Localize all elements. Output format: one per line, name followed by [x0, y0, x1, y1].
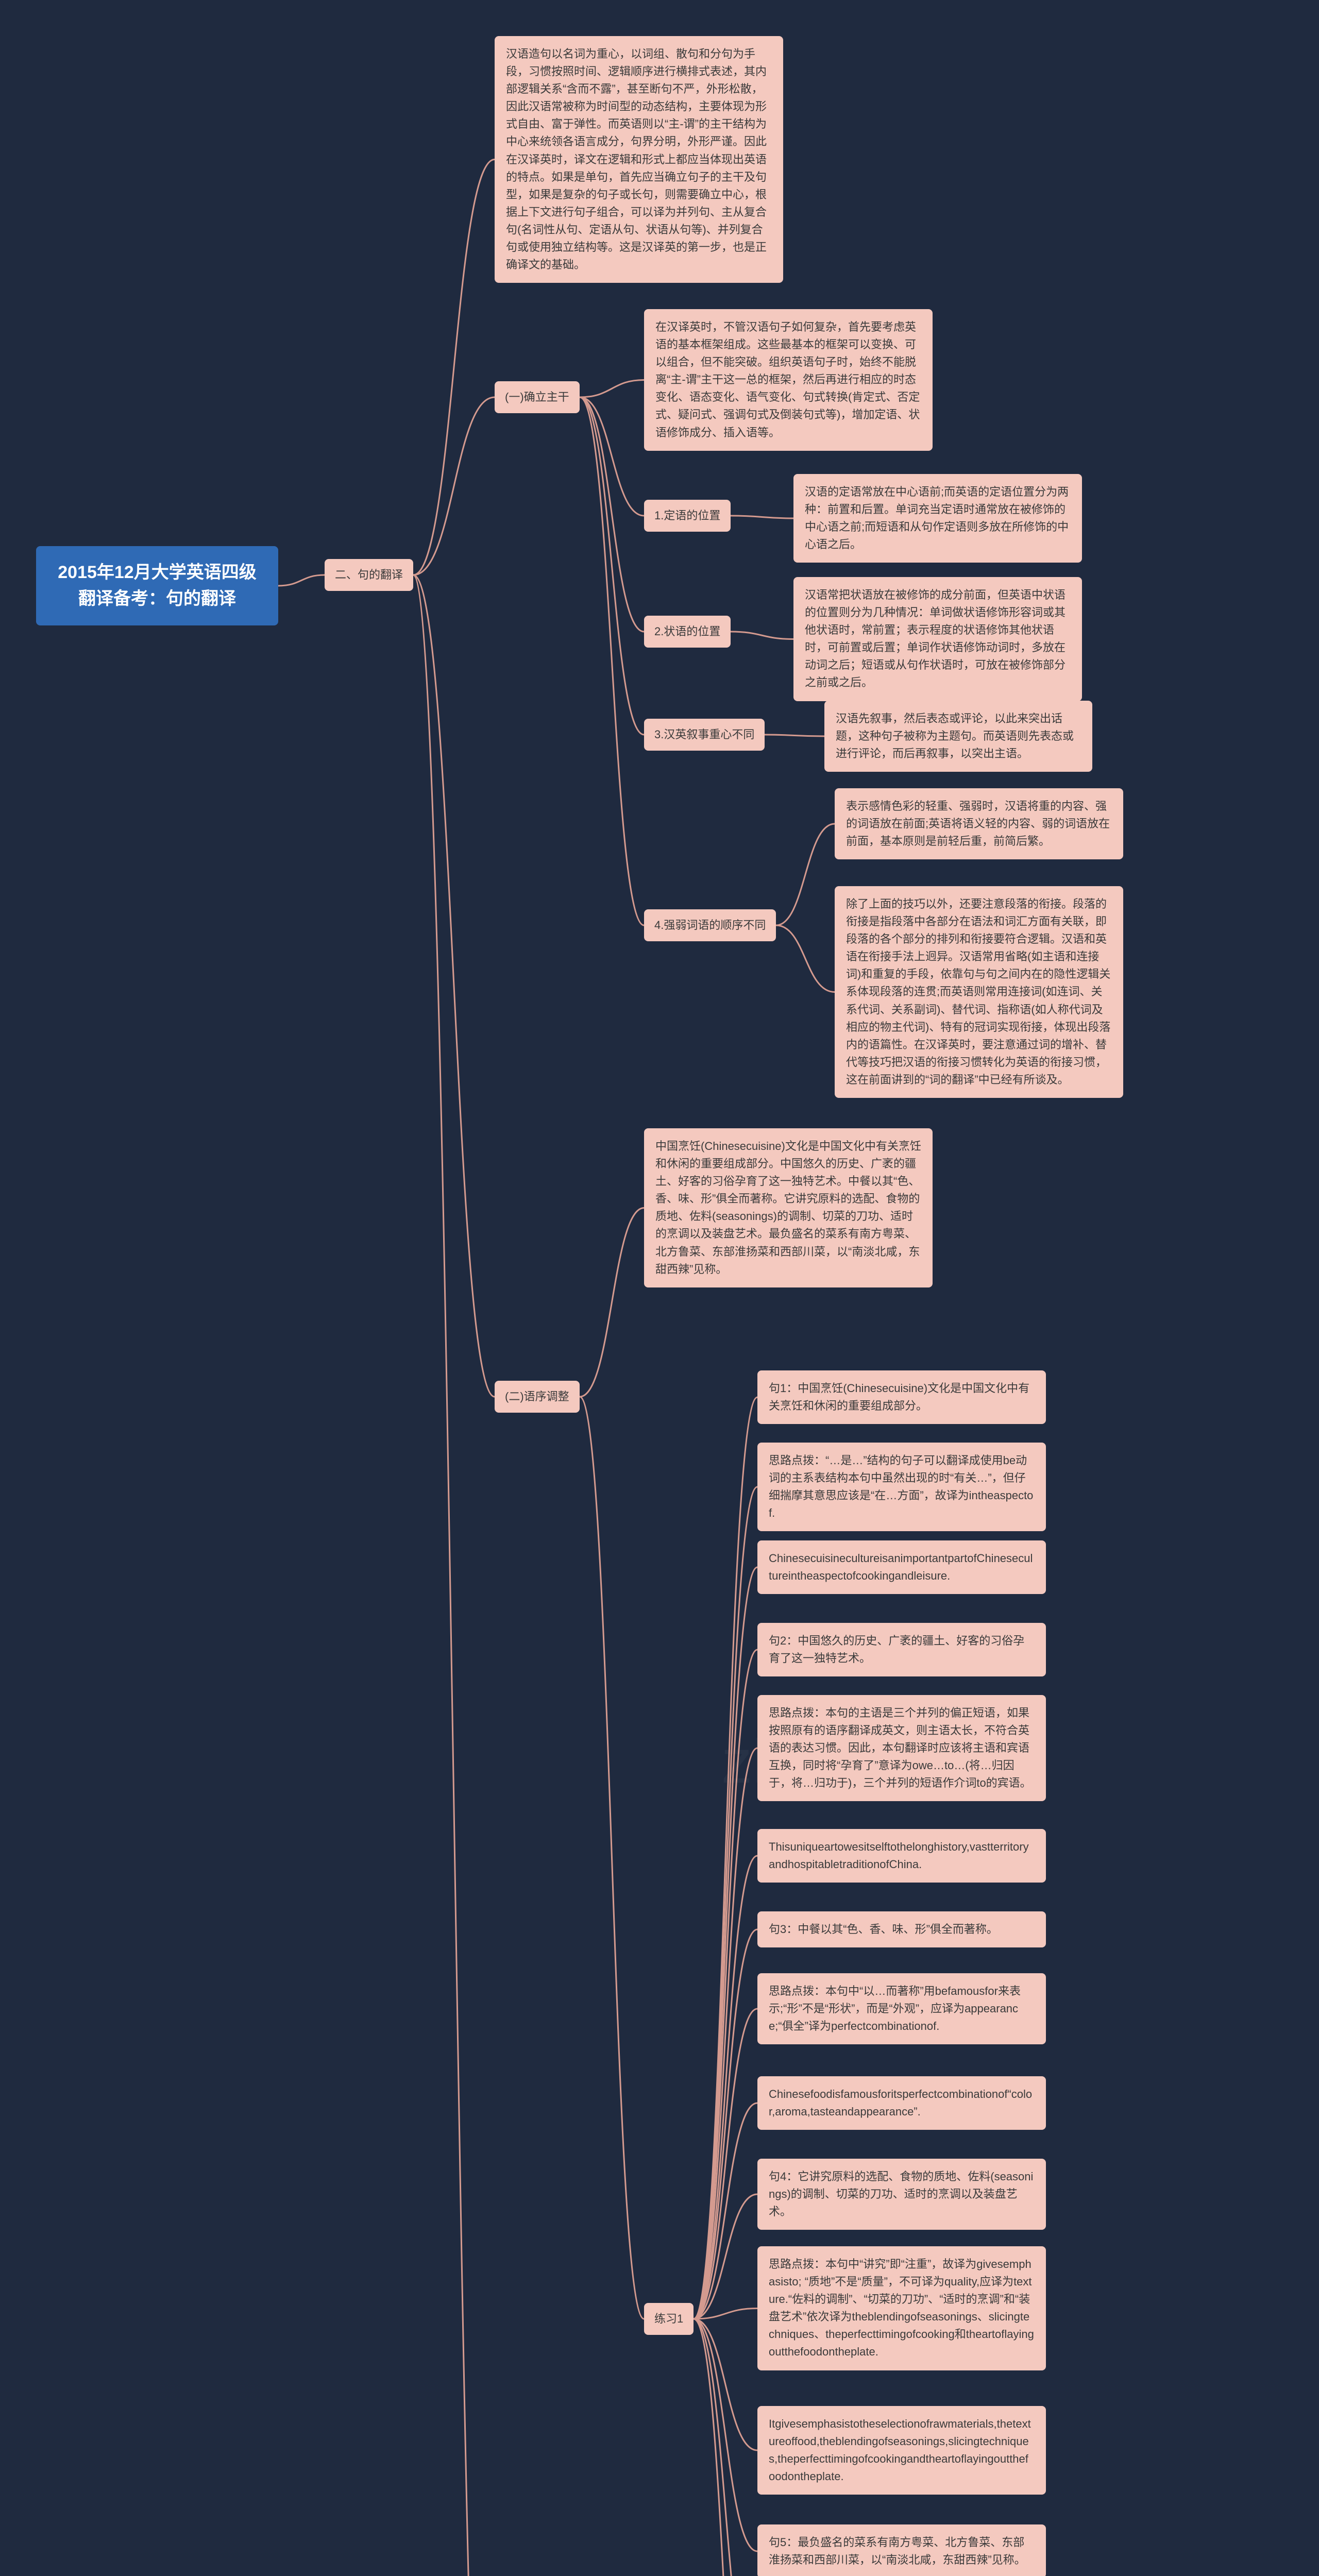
d9: Chinesefoodisfamousforitsperfectcombinat… — [757, 2076, 1046, 2130]
b4: 4.强弱词语的顺序不同 — [644, 909, 776, 941]
root-title: 2015年12月大学英语四级 翻译备考：句的翻译 — [36, 546, 278, 625]
b2: 2.状语的位置 — [644, 616, 731, 648]
d13: 句5：最负盛名的菜系有南方粤菜、北方鲁菜、东部淮扬菜和西部川菜，以“南淡北咸，东… — [757, 2524, 1046, 2576]
d4: 句2：中国悠久的历史、广袤的疆土、好客的习俗孕育了这一独特艺术。 — [757, 1623, 1046, 1676]
section-a-text: 在汉译英时，不管汉语句子如何复杂，首先要考虑英语的基本框架组成。这些最基本的框架… — [644, 309, 933, 451]
b4b-text: 除了上面的技巧以外，还要注意段落的衔接。段落的衔接是指段落中各部分在语法和词汇方… — [835, 886, 1123, 1098]
intro-paragraph: 汉语造句以名词为重心，以词组、散句和分句为手段，习惯按照时间、逻辑顺序进行横排式… — [495, 36, 783, 283]
mindmap-canvas: zhishi chart zhishi chart 2015年12月大学英语四级… — [0, 0, 1319, 2576]
b2-text: 汉语常把状语放在被修饰的成分前面，但英语中状语的位置则分为几种情况：单词做状语修… — [793, 577, 1082, 701]
d3: Chinesecuisinecultureisanimportantpartof… — [757, 1540, 1046, 1594]
d2: 思路点拨：“…是…”结构的句子可以翻译成使用be动词的主系表结构本句中虽然出现的… — [757, 1443, 1046, 1531]
d8: 思路点拨：本句中“以…而著称”用befamousfor来表示;“形”不是“形状”… — [757, 1973, 1046, 2044]
d5: 思路点拨：本句的主语是三个并列的偏正短语，如果按照原有的语序翻译成英文，则主语太… — [757, 1695, 1046, 1801]
practice-1: 练习1 — [644, 2303, 694, 2335]
b1-text: 汉语的定语常放在中心语前;而英语的定语位置分为两种：前置和后置。单词充当定语时通… — [793, 474, 1082, 563]
d1: 句1：中国烹饪(Chinesecuisine)文化是中国文化中有关烹饪和休闲的重… — [757, 1370, 1046, 1424]
b3: 3.汉英叙事重心不同 — [644, 719, 765, 751]
d6: Thisuniqueartowesitselftothelonghistory,… — [757, 1829, 1046, 1883]
d11: 思路点拨：本句中“讲究”即“注重”，故译为givesemphasisto; “质… — [757, 2246, 1046, 2370]
section-a: (一)确立主干 — [495, 381, 580, 413]
d10: 句4：它讲究原料的选配、食物的质地、佐料(seasonings)的调制、切菜的刀… — [757, 2159, 1046, 2230]
d12: Itgivesemphasistotheselectionofrawmateri… — [757, 2406, 1046, 2495]
b1: 1.定语的位置 — [644, 500, 731, 532]
level1-node: 二、句的翻译 — [325, 559, 413, 591]
b3-text: 汉语先叙事，然后表态或评论，以此来突出话题，这种句子被称为主题句。而英语则先表态… — [824, 701, 1092, 772]
section-c: (二)语序调整 — [495, 1381, 580, 1413]
d7: 句3：中餐以其“色、香、味、形”俱全而著称。 — [757, 1911, 1046, 1947]
c0-text: 中国烹饪(Chinesecuisine)文化是中国文化中有关烹饪和休闲的重要组成… — [644, 1128, 933, 1287]
b4a-text: 表示感情色彩的轻重、强弱时，汉语将重的内容、强的词语放在前面;英语将语义轻的内容… — [835, 788, 1123, 859]
